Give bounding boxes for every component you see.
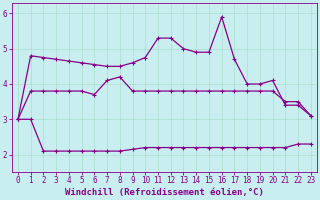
X-axis label: Windchill (Refroidissement éolien,°C): Windchill (Refroidissement éolien,°C) <box>65 188 264 197</box>
